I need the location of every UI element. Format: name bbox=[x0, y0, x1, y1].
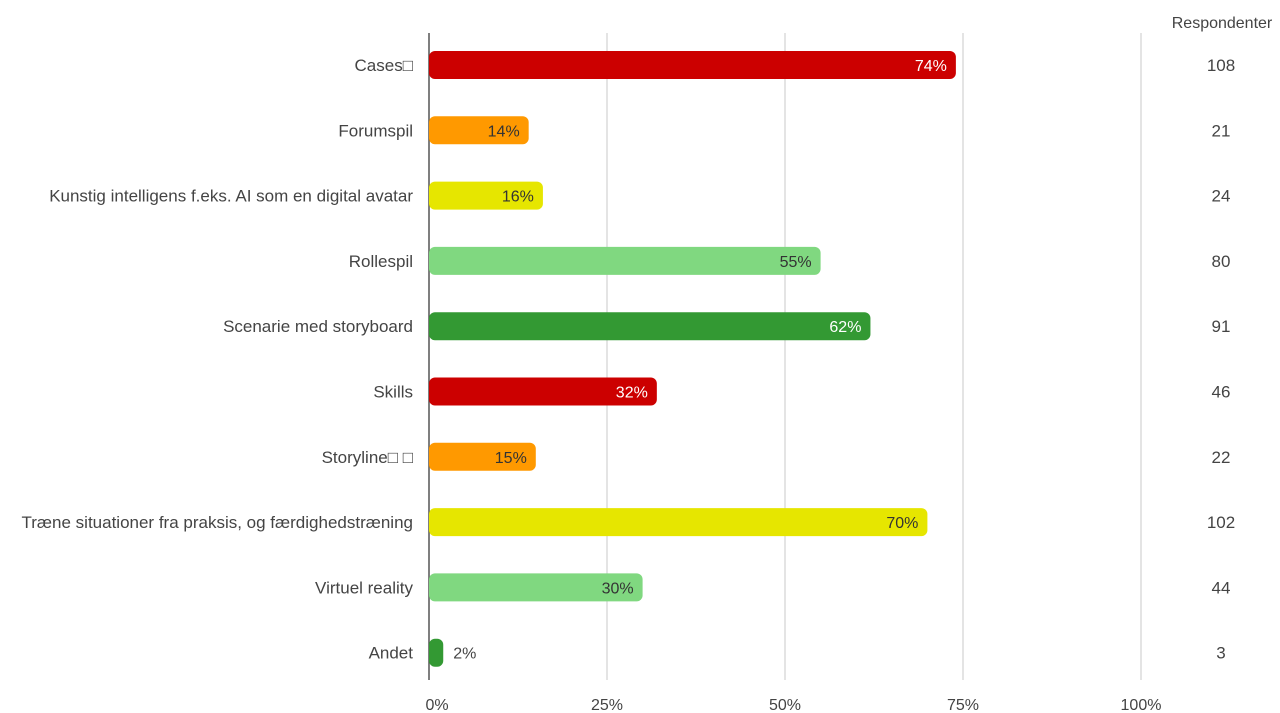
respondent-count: 22 bbox=[1212, 448, 1231, 467]
category-label: Rollespil bbox=[349, 252, 413, 271]
data-label: 55% bbox=[780, 254, 812, 271]
bar bbox=[429, 638, 444, 667]
data-labels: 74% 14% 16% 55% 62% 32% 15% 70% 30% 2% bbox=[453, 58, 947, 663]
respondent-count: 80 bbox=[1212, 252, 1231, 271]
data-label: 70% bbox=[886, 515, 918, 532]
x-tick-labels: 0% 25% 50% 75% 100% bbox=[425, 697, 1161, 713]
x-tick-label: 25% bbox=[591, 697, 623, 713]
data-label: 2% bbox=[453, 646, 476, 663]
data-label: 15% bbox=[495, 450, 527, 467]
category-label: Forumspil bbox=[338, 121, 413, 140]
bar bbox=[429, 377, 657, 406]
bar bbox=[429, 246, 821, 275]
respondent-count: 24 bbox=[1212, 187, 1231, 206]
data-label: 14% bbox=[488, 123, 520, 140]
data-label: 16% bbox=[502, 189, 534, 206]
bar bbox=[429, 573, 643, 602]
data-label: 62% bbox=[829, 319, 861, 336]
category-label: Storyline□ □ bbox=[322, 448, 413, 467]
respondents-header: Respondenter bbox=[1172, 15, 1273, 32]
category-labels: Cases□ Forumspil Kunstig intelligens f.eks… bbox=[22, 56, 414, 663]
category-label: Træne situationer fra praksis, og færdig… bbox=[22, 513, 414, 532]
respondent-count: 102 bbox=[1207, 513, 1235, 532]
category-label: Kunstig intelligens f.eks. AI som en dig… bbox=[49, 187, 413, 206]
data-label: 32% bbox=[616, 385, 648, 402]
x-tick-label: 100% bbox=[1121, 697, 1162, 713]
respondent-count: 3 bbox=[1216, 644, 1225, 663]
respondent-count: 108 bbox=[1207, 56, 1235, 75]
bar bbox=[429, 116, 529, 145]
category-label: Scenarie med storyboard bbox=[223, 317, 413, 336]
bar bbox=[429, 51, 956, 79]
x-tick-label: 50% bbox=[769, 697, 801, 713]
category-label: Skills bbox=[373, 383, 413, 402]
data-label: 30% bbox=[602, 580, 634, 597]
respondent-count: 91 bbox=[1212, 317, 1231, 336]
bar bbox=[429, 181, 543, 210]
x-tick-label: 0% bbox=[425, 697, 448, 713]
respondent-counts: Respondenter 108 21 24 80 91 46 22 102 44 3 bbox=[1172, 15, 1273, 663]
bars bbox=[429, 51, 956, 667]
category-label: Virtuel reality bbox=[315, 578, 413, 597]
category-label: Cases□ bbox=[355, 56, 413, 75]
bar bbox=[429, 508, 928, 537]
category-label: Andet bbox=[369, 644, 414, 663]
respondent-count: 44 bbox=[1212, 578, 1231, 597]
grid-lines bbox=[428, 33, 1142, 680]
x-tick-label: 75% bbox=[947, 697, 979, 713]
data-label: 74% bbox=[915, 58, 947, 75]
respondent-count: 46 bbox=[1212, 383, 1231, 402]
respondent-count: 21 bbox=[1212, 121, 1231, 140]
bar bbox=[429, 312, 871, 341]
bar bbox=[429, 442, 536, 471]
